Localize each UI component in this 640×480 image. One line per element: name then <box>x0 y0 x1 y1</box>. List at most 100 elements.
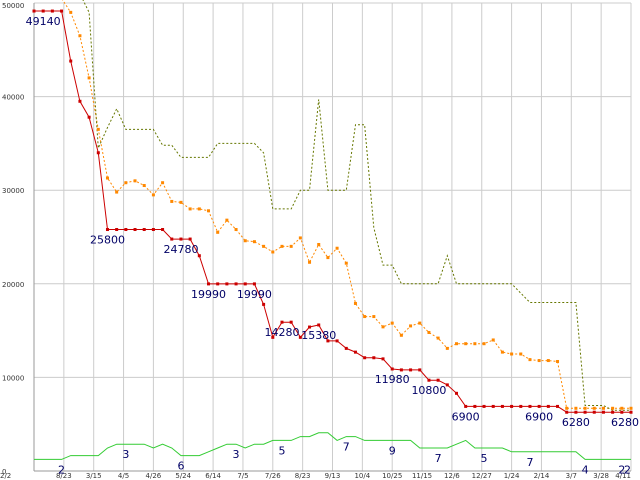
avg_price-point <box>262 244 266 248</box>
count-label: 5 <box>278 444 285 457</box>
min_price-point <box>399 368 403 372</box>
min_price-point <box>611 410 615 414</box>
min_price-point <box>601 410 605 414</box>
min_price-point <box>500 404 504 408</box>
min_price-point <box>197 254 201 258</box>
x-tick-label: 2/2 <box>0 472 11 480</box>
min_price-point <box>335 339 339 343</box>
avg_price-point <box>216 230 220 234</box>
price-label: 24780 <box>163 243 198 256</box>
avg_price-point <box>280 244 284 248</box>
price-label: 6900 <box>452 410 480 423</box>
min_price-point <box>326 339 330 343</box>
avg_price-point <box>326 256 330 260</box>
x-tick-label: 4/5 <box>118 472 129 480</box>
avg_price-point <box>243 239 247 243</box>
x-tick-label: 8/23 <box>295 472 311 480</box>
min_price-point <box>510 404 514 408</box>
min_price-point <box>620 410 624 414</box>
min_price-point <box>298 335 302 339</box>
min_price-point <box>574 410 578 414</box>
avg_price-point <box>344 261 348 265</box>
count-label: 3 <box>233 448 240 461</box>
chart-grid <box>34 2 632 471</box>
chart-markers <box>32 9 633 414</box>
avg_price-point <box>252 240 256 244</box>
y-tick-labels: 0 10000 20000 30000 40000 50000 <box>2 2 24 476</box>
x-tick-label: 5/24 <box>175 472 191 480</box>
avg_price-point <box>583 406 587 410</box>
avg_price-point <box>611 406 615 410</box>
avg_price-point <box>574 406 578 410</box>
min_price-point <box>363 356 367 360</box>
min_price-point <box>216 282 220 286</box>
min_price-point <box>592 410 596 414</box>
min_price-point <box>427 378 431 382</box>
avg_price-point <box>473 342 477 346</box>
min_price-point <box>418 368 422 372</box>
avg_price-point <box>565 406 569 410</box>
min_price-point <box>390 367 394 371</box>
count-label: 6 <box>177 460 184 473</box>
min_price-point <box>69 59 73 63</box>
x-tick-label: 6/14 <box>205 472 221 480</box>
min_price-point <box>528 404 532 408</box>
count-label: 5 <box>481 452 488 465</box>
x-tick-label: 4/11 <box>615 472 631 480</box>
y-tick-label: 10000 <box>2 374 24 382</box>
avg_price-point <box>482 342 486 346</box>
min_price-point <box>491 404 495 408</box>
avg_price-point <box>317 242 321 246</box>
min_price-point <box>381 357 385 361</box>
avg_price-point <box>445 346 449 350</box>
price-label: 6280 <box>611 416 639 429</box>
min_price-point <box>409 368 413 372</box>
avg_price-line <box>62 0 631 409</box>
min_price-point <box>271 335 275 339</box>
min_price-point <box>32 9 36 13</box>
min_price-point <box>142 228 146 232</box>
price-label: 25800 <box>90 234 125 247</box>
x-tick-label: 3/28 <box>593 472 609 480</box>
min_price-point <box>151 228 155 232</box>
avg_price-point <box>528 358 532 362</box>
count-label: 2 <box>618 463 625 476</box>
count-label: 3 <box>122 448 129 461</box>
avg_price-point <box>464 342 468 346</box>
min_price-point <box>565 410 569 414</box>
min_price-point <box>519 404 523 408</box>
x-tick-label: 12/27 <box>472 472 492 480</box>
avg_price-point <box>491 338 495 342</box>
min_price-point <box>262 302 266 306</box>
min_price-point <box>133 228 137 232</box>
min_price-point <box>234 282 238 286</box>
min_price-point <box>344 346 348 350</box>
avg_price-point <box>427 330 431 334</box>
x-tick-label: 8/23 <box>56 472 72 480</box>
avg_price-point <box>500 350 504 354</box>
x-tick-label: 2/14 <box>534 472 550 480</box>
avg_price-point <box>207 209 211 213</box>
avg_price-point <box>234 228 238 232</box>
avg_price-point <box>519 352 523 356</box>
avg_price-point <box>537 359 541 363</box>
x-tick-label: 4/26 <box>146 472 162 480</box>
max_price-line <box>82 0 631 411</box>
min_price-point <box>41 9 45 13</box>
min_price-point <box>353 350 357 354</box>
min_price-point <box>289 320 293 324</box>
price-label: 19990 <box>191 288 226 301</box>
x-tick-label: 3/15 <box>86 472 102 480</box>
avg_price-point <box>592 406 596 410</box>
avg_price-point <box>69 10 73 14</box>
price-label: 14280 <box>264 326 299 339</box>
avg_price-point <box>454 342 458 346</box>
min_price-point <box>50 9 54 13</box>
y-tick-label: 40000 <box>2 94 24 102</box>
y-tick-label: 50000 <box>2 2 24 10</box>
min_price-point <box>87 115 91 119</box>
price-label: 49140 <box>26 15 61 28</box>
avg_price-point <box>409 324 413 328</box>
avg_price-point <box>363 315 367 319</box>
